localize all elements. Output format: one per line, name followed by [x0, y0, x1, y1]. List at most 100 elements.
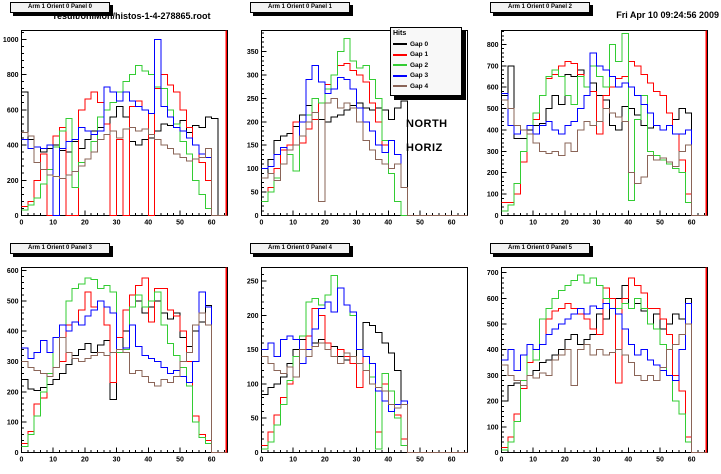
svg-text:30: 30	[593, 220, 601, 227]
panel-1-pad[interactable]: 0 10 20 30 40 50 60 0 50 100 150 200 250 300 350 Arm 1…	[240, 0, 480, 237]
svg-text:0: 0	[495, 213, 499, 220]
svg-text:0: 0	[255, 450, 259, 457]
svg-text:700: 700	[487, 270, 499, 277]
svg-text:400: 400	[487, 347, 499, 354]
svg-text:50: 50	[416, 220, 424, 227]
svg-text:0: 0	[500, 457, 504, 464]
svg-text:200: 200	[7, 178, 19, 185]
svg-text:1000: 1000	[3, 37, 19, 44]
svg-text:100: 100	[247, 166, 259, 173]
svg-text:30: 30	[353, 457, 361, 464]
svg-text:100: 100	[487, 424, 499, 431]
svg-text:0: 0	[15, 450, 19, 457]
panel-0-pad[interactable]: 0 10 20 30 40 50 60 0 200 400 600 800 1000 Arm 1 Ori…	[0, 0, 240, 237]
svg-text:150: 150	[247, 143, 259, 150]
svg-text:600: 600	[487, 85, 499, 92]
svg-text:10: 10	[49, 220, 57, 227]
svg-text:40: 40	[144, 220, 152, 227]
legend-entry-label: Gap 0	[410, 40, 429, 48]
svg-text:20: 20	[81, 220, 89, 227]
svg-text:50: 50	[416, 457, 424, 464]
legend-line-sample	[393, 43, 407, 46]
panel-2-tab[interactable]: Arm 1 Orient 0 Panel 2	[490, 2, 590, 13]
svg-text:20: 20	[561, 220, 569, 227]
svg-text:60: 60	[688, 220, 696, 227]
svg-text:40: 40	[144, 457, 152, 464]
svg-text:0: 0	[20, 220, 24, 227]
svg-text:60: 60	[208, 220, 216, 227]
svg-text:40: 40	[384, 220, 392, 227]
panel-5-pad[interactable]: 0 10 20 30 40 50 60 0 100 200 300 400 500 600 700 Arm …	[480, 237, 720, 474]
svg-text:10: 10	[289, 220, 297, 227]
svg-text:50: 50	[176, 220, 184, 227]
svg-text:50: 50	[251, 416, 259, 423]
svg-text:0: 0	[500, 220, 504, 227]
svg-text:50: 50	[176, 457, 184, 464]
svg-text:10: 10	[49, 457, 57, 464]
legend-entry-label: Gap 2	[410, 61, 429, 69]
svg-text:300: 300	[487, 373, 499, 380]
legend-entry-label: Gap 4	[410, 82, 429, 90]
svg-text:600: 600	[7, 107, 19, 114]
legend-entry-0: Gap 0	[393, 39, 461, 50]
svg-text:40: 40	[624, 457, 632, 464]
svg-text:300: 300	[247, 72, 259, 79]
panel-4-tab[interactable]: Arm 1 Orient 0 Panel 4	[250, 243, 350, 254]
svg-text:400: 400	[7, 143, 19, 150]
svg-text:200: 200	[247, 313, 259, 320]
svg-text:0: 0	[15, 213, 19, 220]
legend-line-sample	[393, 64, 407, 67]
panel-5-tab[interactable]: Arm 1 Orient 0 Panel 5	[490, 243, 590, 254]
legend-entries: Gap 0 Gap 1 Gap 2 Gap 3 Gap 4	[393, 39, 461, 92]
svg-text:100: 100	[487, 192, 499, 199]
svg-text:60: 60	[208, 457, 216, 464]
svg-text:100: 100	[7, 420, 19, 427]
svg-text:200: 200	[487, 399, 499, 406]
svg-text:60: 60	[688, 457, 696, 464]
svg-text:200: 200	[487, 170, 499, 177]
panel-3-pad[interactable]: 0 10 20 30 40 50 60 0 100 200 300 400 500 600 Arm 1 O…	[0, 237, 240, 474]
svg-text:40: 40	[624, 220, 632, 227]
legend-entry-1: Gap 1	[393, 50, 461, 61]
legend-entry-3: Gap 3	[393, 71, 461, 82]
panel-1-tab[interactable]: Arm 1 Orient 0 Panel 1	[250, 2, 350, 13]
legend-entry-2: Gap 2	[393, 60, 461, 71]
svg-text:10: 10	[529, 220, 537, 227]
svg-text:200: 200	[7, 389, 19, 396]
panel-4-pad[interactable]: 0 10 20 30 40 50 60 0 50 100 150 200 250 Arm 1 Orien…	[240, 237, 480, 474]
histogram-canvas-1[interactable]: 0 10 20 30 40 50 60 0 50 100 150 200 250 300 350	[240, 0, 480, 237]
svg-text:30: 30	[593, 457, 601, 464]
svg-text:20: 20	[321, 457, 329, 464]
svg-text:20: 20	[321, 220, 329, 227]
svg-text:30: 30	[353, 220, 361, 227]
panel-0-tab[interactable]: Arm 1 Orient 0 Panel 0	[10, 2, 110, 13]
svg-text:60: 60	[448, 220, 456, 227]
svg-text:0: 0	[255, 213, 259, 220]
annotation-north: NORTH	[406, 118, 448, 130]
svg-text:400: 400	[7, 329, 19, 336]
svg-text:0: 0	[20, 457, 24, 464]
svg-text:300: 300	[7, 359, 19, 366]
panel-3-tab[interactable]: Arm 1 Orient 0 Panel 3	[10, 243, 110, 254]
svg-text:60: 60	[448, 457, 456, 464]
svg-text:200: 200	[247, 119, 259, 126]
legend-title: Hits	[393, 30, 407, 37]
legend-entry-label: Gap 3	[410, 72, 429, 80]
annotation-horiz: HORIZ	[406, 142, 443, 154]
legend-entry-4: Gap 4	[393, 81, 461, 92]
svg-text:250: 250	[247, 279, 259, 286]
svg-text:300: 300	[487, 149, 499, 156]
svg-text:20: 20	[81, 457, 89, 464]
svg-text:500: 500	[7, 298, 19, 305]
histogram-canvas-4[interactable]: 0 10 20 30 40 50 60 0 50 100 150 200 250	[240, 237, 480, 474]
svg-text:30: 30	[113, 220, 121, 227]
svg-text:10: 10	[529, 457, 537, 464]
svg-text:800: 800	[7, 72, 19, 79]
panel-2-pad[interactable]: 0 10 20 30 40 50 60 0 100 200 300 400 500 600 700 800 A…	[480, 0, 720, 237]
svg-text:600: 600	[7, 268, 19, 275]
